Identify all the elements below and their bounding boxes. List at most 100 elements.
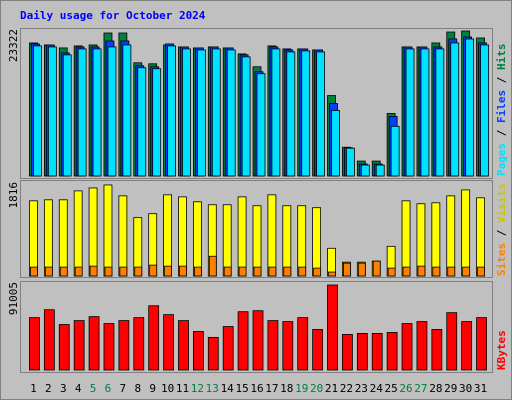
bar (29, 200, 38, 277)
bar (328, 271, 336, 277)
y-tick-label: 1816 (7, 182, 20, 209)
bar (133, 317, 145, 371)
bar (372, 260, 381, 277)
bar (163, 194, 172, 277)
bar (286, 51, 296, 177)
panel-frame (20, 180, 493, 278)
bar (163, 314, 174, 371)
bar (253, 266, 262, 277)
legend-label: Pages (495, 143, 508, 176)
legend-separator: / (495, 123, 508, 143)
bar (222, 326, 234, 371)
x-tick-label: 15 (235, 382, 248, 395)
bar (73, 320, 85, 371)
x-tick-label: 4 (75, 382, 82, 395)
bar (283, 266, 292, 277)
legend-label: Visits (495, 183, 508, 223)
x-tick-label: 16 (250, 382, 263, 395)
bar (226, 49, 236, 177)
x-tick-label: 21 (325, 382, 338, 395)
bar (297, 317, 309, 371)
legend-separator: / (495, 223, 508, 243)
x-tick-label: 6 (105, 382, 112, 395)
bar (390, 125, 400, 177)
bar (298, 266, 307, 277)
y-tick-label: 23322 (7, 29, 20, 62)
x-tick-label: 29 (444, 382, 457, 395)
bar (74, 266, 83, 277)
bar (282, 321, 294, 371)
bar (58, 199, 68, 277)
bar (208, 255, 217, 277)
bar (104, 266, 113, 277)
bar (375, 164, 385, 177)
bar (89, 265, 98, 277)
bar (387, 267, 396, 277)
bar (92, 48, 102, 177)
x-tick-label: 30 (459, 382, 472, 395)
bar (47, 46, 57, 177)
bar (134, 266, 143, 277)
bar (313, 267, 322, 277)
bar (223, 266, 232, 277)
bar (62, 54, 72, 177)
bar (402, 266, 411, 277)
legend: KBytes (495, 330, 508, 370)
bar (432, 266, 441, 277)
bar (431, 329, 443, 371)
x-tick-label: 23 (355, 382, 368, 395)
bar (462, 266, 471, 277)
bar (58, 324, 70, 371)
bar (301, 50, 311, 177)
bar (237, 311, 249, 371)
bar (30, 266, 38, 277)
bar (476, 317, 487, 371)
bar (446, 312, 458, 371)
bar (222, 204, 232, 277)
bar (237, 196, 247, 277)
legend-label: Files (495, 90, 508, 123)
bar (137, 67, 147, 177)
bar (371, 333, 383, 371)
bar (331, 110, 340, 177)
legend-separator: / (495, 70, 508, 90)
x-tick-label: 11 (176, 382, 189, 395)
x-tick-label: 31 (474, 382, 487, 395)
x-tick-label: 19 (295, 382, 308, 395)
bar (447, 266, 456, 277)
bar (446, 195, 456, 277)
bar (193, 266, 202, 277)
bar (401, 323, 413, 371)
bar (431, 202, 441, 277)
bar (477, 266, 485, 277)
bar (192, 331, 204, 371)
x-tick-label: 25 (385, 382, 398, 395)
bar (316, 51, 326, 177)
panel-frame (20, 281, 493, 373)
bar (267, 320, 279, 371)
bar (342, 334, 353, 371)
bar (327, 284, 338, 371)
bar (312, 329, 324, 371)
bar (43, 199, 53, 277)
x-tick-label: 13 (206, 382, 219, 395)
legend-label: Hits (495, 44, 508, 71)
bar (29, 317, 40, 371)
x-tick-label: 28 (429, 382, 442, 395)
bar (401, 200, 411, 277)
bar (238, 266, 247, 277)
bar (256, 73, 266, 177)
bar (312, 207, 322, 277)
bar (461, 321, 473, 371)
bar (480, 44, 489, 177)
x-tick-label: 5 (90, 382, 97, 395)
x-tick-label: 9 (149, 382, 156, 395)
x-tick-label: 12 (191, 382, 204, 395)
bar (417, 265, 426, 277)
x-tick-label: 17 (265, 382, 278, 395)
x-tick-label: 22 (340, 382, 353, 395)
x-tick-label: 7 (120, 382, 127, 395)
bar (118, 195, 128, 277)
